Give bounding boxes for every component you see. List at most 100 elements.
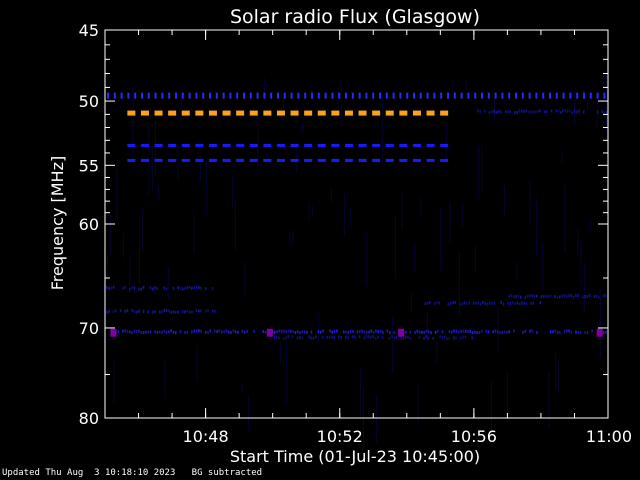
spectral-feature-band bbox=[319, 330, 322, 334]
noise-streak bbox=[459, 251, 460, 316]
noise-streak bbox=[340, 79, 342, 126]
spectral-feature-band bbox=[112, 309, 115, 313]
spectral-feature-band bbox=[484, 302, 486, 306]
noise-streak bbox=[503, 185, 505, 215]
spectral-feature-tick bbox=[222, 92, 225, 99]
spectral-feature-band bbox=[486, 302, 489, 306]
spectral-feature-band bbox=[188, 285, 191, 289]
spectral-feature-tick bbox=[562, 92, 565, 99]
spectral-feature-tick bbox=[175, 92, 177, 99]
spectral-feature-band bbox=[308, 335, 310, 339]
spectral-feature-band bbox=[365, 331, 368, 335]
spectral-feature-band bbox=[370, 329, 373, 333]
spectral-feature-band bbox=[464, 335, 467, 339]
spectral-feature-band bbox=[475, 301, 477, 305]
spectral-feature-band bbox=[278, 329, 281, 333]
spectral-feature-band bbox=[390, 335, 393, 339]
spectral-feature-band bbox=[428, 330, 430, 334]
spectral-feature-band bbox=[593, 294, 596, 298]
spectral-feature-band bbox=[283, 329, 285, 333]
spectral-feature-band bbox=[459, 336, 462, 340]
spectral-feature-band bbox=[524, 329, 527, 333]
spectral-feature-tick bbox=[209, 92, 211, 99]
spectral-feature-dash bbox=[208, 143, 217, 147]
spectral-feature-band bbox=[521, 301, 523, 305]
spectral-feature-band bbox=[461, 302, 463, 306]
spectral-feature-band bbox=[563, 294, 566, 298]
noise-streak bbox=[318, 312, 320, 343]
spectral-feature-dash bbox=[372, 110, 381, 116]
spectral-feature-band bbox=[395, 336, 398, 340]
noise-streak bbox=[292, 230, 294, 245]
noise-streak bbox=[193, 213, 195, 254]
spectral-feature-dash bbox=[195, 143, 204, 147]
spectral-feature-band bbox=[377, 330, 379, 334]
spectral-feature-dash bbox=[236, 143, 245, 147]
noise-streak bbox=[439, 206, 441, 271]
spectral-feature-dash bbox=[222, 158, 231, 162]
y-axis-label: Frequency [MHz] bbox=[48, 156, 67, 290]
spectral-feature-band bbox=[563, 329, 566, 333]
plot-area bbox=[105, 30, 608, 418]
spectral-feature-band bbox=[177, 286, 179, 290]
spectral-feature-band bbox=[209, 329, 212, 333]
noise-streak bbox=[580, 241, 582, 286]
spectral-feature-band bbox=[539, 109, 541, 113]
hotspot-mark bbox=[110, 328, 117, 337]
spectral-feature-band bbox=[559, 331, 561, 335]
spectral-feature-tick bbox=[372, 92, 375, 99]
spectral-feature-tick bbox=[487, 92, 490, 99]
spectral-feature-band bbox=[530, 110, 532, 114]
spectral-feature-band bbox=[515, 295, 517, 299]
spectral-feature-tick bbox=[392, 92, 395, 99]
spectral-feature-tick bbox=[460, 92, 463, 99]
spectral-feature-band bbox=[582, 295, 584, 299]
spectral-feature-band bbox=[425, 329, 428, 333]
spectral-feature-band bbox=[566, 109, 569, 113]
noise-streak bbox=[558, 361, 560, 393]
spectral-feature-band bbox=[338, 335, 340, 339]
spectral-feature-band bbox=[507, 301, 509, 305]
spectral-feature-band bbox=[356, 330, 359, 334]
spectral-feature-band bbox=[467, 329, 469, 333]
spectral-feature-band bbox=[135, 329, 138, 333]
spectral-feature-band bbox=[191, 330, 193, 334]
spectral-feature-band bbox=[578, 109, 580, 113]
spectral-feature-band bbox=[523, 301, 526, 305]
spectral-feature-tick bbox=[549, 92, 551, 99]
spectral-feature-band bbox=[564, 109, 567, 113]
spectral-feature-band bbox=[154, 286, 156, 290]
spectral-feature-dash bbox=[372, 158, 381, 162]
hotspot-mark bbox=[596, 328, 603, 337]
spectral-feature-band bbox=[507, 110, 509, 114]
spectral-feature-band bbox=[542, 295, 545, 299]
spectral-feature-band bbox=[559, 295, 561, 299]
spectral-feature-band bbox=[423, 330, 425, 334]
spectral-feature-band bbox=[142, 309, 145, 313]
spectral-feature-band bbox=[179, 329, 182, 333]
spectral-feature-band bbox=[195, 329, 198, 333]
spectral-feature-band bbox=[264, 330, 267, 334]
spectral-feature-dash bbox=[412, 158, 421, 162]
spectral-feature-band bbox=[241, 329, 244, 333]
spectral-feature-band bbox=[414, 330, 416, 334]
spectral-feature-band bbox=[584, 330, 586, 334]
spectral-feature-band bbox=[492, 330, 494, 334]
noise-streak bbox=[529, 180, 531, 224]
spectral-feature-tick bbox=[542, 92, 545, 99]
spectral-feature-band bbox=[514, 301, 516, 305]
spectral-feature-band bbox=[462, 335, 464, 339]
spectral-feature-band bbox=[601, 110, 603, 114]
spectral-feature-band bbox=[106, 310, 108, 314]
spectral-feature-band bbox=[168, 309, 170, 313]
noise-streak bbox=[494, 98, 496, 121]
spectral-feature-band bbox=[441, 330, 444, 334]
noise-streak bbox=[311, 206, 313, 217]
spectral-feature-band bbox=[147, 310, 149, 314]
spectral-feature-tick bbox=[215, 92, 218, 99]
spectral-feature-band bbox=[303, 330, 306, 334]
noise-streak bbox=[244, 262, 246, 299]
spectral-feature-band bbox=[145, 330, 147, 334]
spectral-feature-tick bbox=[331, 92, 334, 99]
